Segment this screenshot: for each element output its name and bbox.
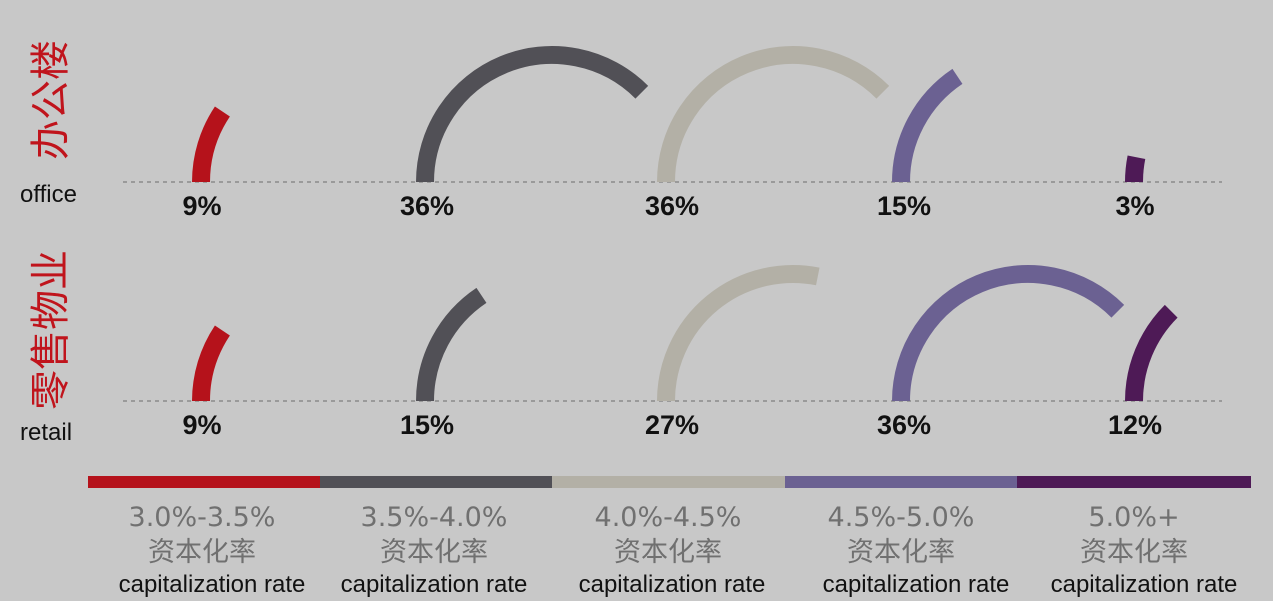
legend-label-en: capitalization rate: [1051, 571, 1238, 598]
value-label: 15%: [400, 410, 454, 440]
arc-office-5: [1125, 155, 1146, 183]
legend-swatch: [1017, 476, 1251, 488]
row-label-cn: 零售物业: [28, 250, 74, 410]
legend-item-2: 3.5%-4.0% 资本化率 capitalization rate: [320, 476, 552, 598]
arc-retail-4: [892, 265, 1125, 402]
legend-label-en: capitalization rate: [341, 571, 528, 598]
arc-office-2: [416, 46, 649, 183]
legend-swatch: [320, 476, 552, 488]
row-office: 9% 36% 36% 15% 3% office 办公楼: [20, 40, 1222, 221]
legend-label-en: capitalization rate: [119, 571, 306, 598]
legend-label-cn: 资本化率: [847, 537, 955, 568]
legend-item-3: 4.0%-4.5% 资本化率 capitalization rate: [552, 476, 785, 598]
legend-item-1: 3.0%-3.5% 资本化率 capitalization rate: [88, 476, 320, 598]
value-label: 27%: [645, 410, 699, 440]
legend-range: 4.0%-4.5%: [595, 502, 742, 533]
value-label: 9%: [182, 410, 221, 440]
arc-office-1: [192, 106, 231, 183]
legend-swatch: [785, 476, 1017, 488]
value-label: 15%: [877, 191, 931, 221]
value-label: 9%: [182, 191, 221, 221]
legend-swatch: [552, 476, 785, 488]
legend-range: 4.5%-5.0%: [828, 502, 975, 533]
legend-range: 3.0%-3.5%: [129, 502, 276, 533]
legend-label-cn: 资本化率: [1080, 537, 1188, 568]
value-label: 12%: [1108, 410, 1162, 440]
arc-office-4: [892, 68, 963, 183]
legend-label-en: capitalization rate: [579, 571, 766, 598]
row-label-cn: 办公楼: [28, 40, 74, 160]
row-label-en: office: [20, 181, 77, 208]
value-label: 36%: [645, 191, 699, 221]
legend-item-5: 5.0%+ 资本化率 capitalization rate: [1017, 476, 1251, 598]
row-retail: 9% 15% 27% 36% 12% retail 零售物业: [20, 250, 1222, 446]
legend-label-cn: 资本化率: [614, 537, 722, 568]
value-label: 3%: [1115, 191, 1154, 221]
legend-item-4: 4.5%-5.0% 资本化率 capitalization rate: [785, 476, 1017, 598]
arc-retail-2: [416, 287, 487, 402]
legend-label-en: capitalization rate: [823, 571, 1010, 598]
legend-label-cn: 资本化率: [380, 537, 488, 568]
legend-range: 5.0%+: [1088, 502, 1179, 533]
row-label-en: retail: [20, 419, 72, 446]
arc-retail-3: [657, 265, 820, 402]
value-label: 36%: [877, 410, 931, 440]
legend-range: 3.5%-4.0%: [361, 502, 508, 533]
arc-retail-1: [192, 325, 231, 402]
arc-retail-5: [1125, 304, 1178, 402]
value-label: 36%: [400, 191, 454, 221]
arc-office-3: [657, 46, 890, 183]
legend-swatch: [88, 476, 320, 488]
legend-label-cn: 资本化率: [148, 537, 256, 568]
